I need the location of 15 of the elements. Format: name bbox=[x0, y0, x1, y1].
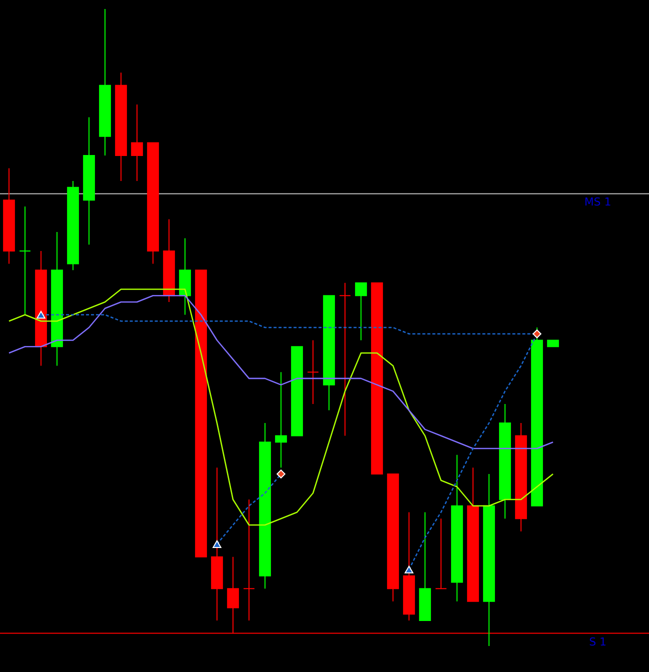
ref-line-label: MS 1 bbox=[584, 196, 612, 209]
candlestick bbox=[243, 498, 255, 622]
point bbox=[36, 310, 46, 319]
candlestick bbox=[131, 104, 143, 182]
point bbox=[404, 566, 414, 574]
point bbox=[212, 540, 222, 548]
candlestick bbox=[435, 518, 447, 590]
candlestick bbox=[355, 282, 367, 341]
candlestick bbox=[307, 340, 319, 404]
point bbox=[276, 470, 286, 478]
ref-line-label: S 1 bbox=[589, 635, 607, 648]
candlestick bbox=[339, 282, 351, 436]
candlestick bbox=[275, 372, 287, 468]
point bbox=[532, 329, 542, 338]
candlestick bbox=[19, 206, 31, 316]
